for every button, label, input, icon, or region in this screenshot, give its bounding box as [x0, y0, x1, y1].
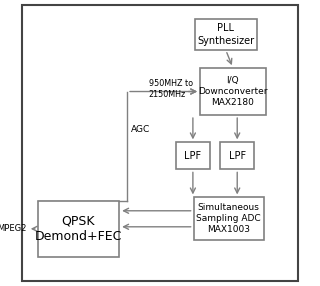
- Bar: [195, 19, 257, 50]
- Text: Simultaneous
Sampling ADC
MAX1003: Simultaneous Sampling ADC MAX1003: [196, 203, 261, 235]
- Bar: [38, 201, 119, 257]
- Text: I/Q
Downconverter
MAX2180: I/Q Downconverter MAX2180: [198, 76, 268, 107]
- Text: LPF: LPF: [184, 151, 202, 161]
- Bar: [200, 68, 266, 115]
- Text: QPSK
Demond+FEC: QPSK Demond+FEC: [35, 214, 122, 243]
- Bar: [220, 142, 254, 169]
- Text: PLL
Synthesizer: PLL Synthesizer: [197, 23, 254, 45]
- Bar: [176, 142, 210, 169]
- Text: AGC: AGC: [132, 126, 151, 134]
- Text: 950MHZ to
2150MHz: 950MHZ to 2150MHz: [148, 79, 193, 99]
- Bar: [194, 197, 264, 240]
- Text: MPEG2: MPEG2: [0, 224, 26, 233]
- Text: LPF: LPF: [229, 151, 246, 161]
